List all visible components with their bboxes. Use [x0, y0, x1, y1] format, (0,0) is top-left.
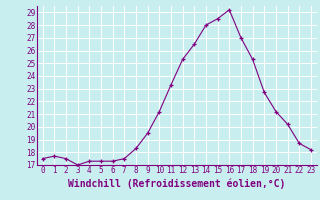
X-axis label: Windchill (Refroidissement éolien,°C): Windchill (Refroidissement éolien,°C): [68, 178, 285, 189]
